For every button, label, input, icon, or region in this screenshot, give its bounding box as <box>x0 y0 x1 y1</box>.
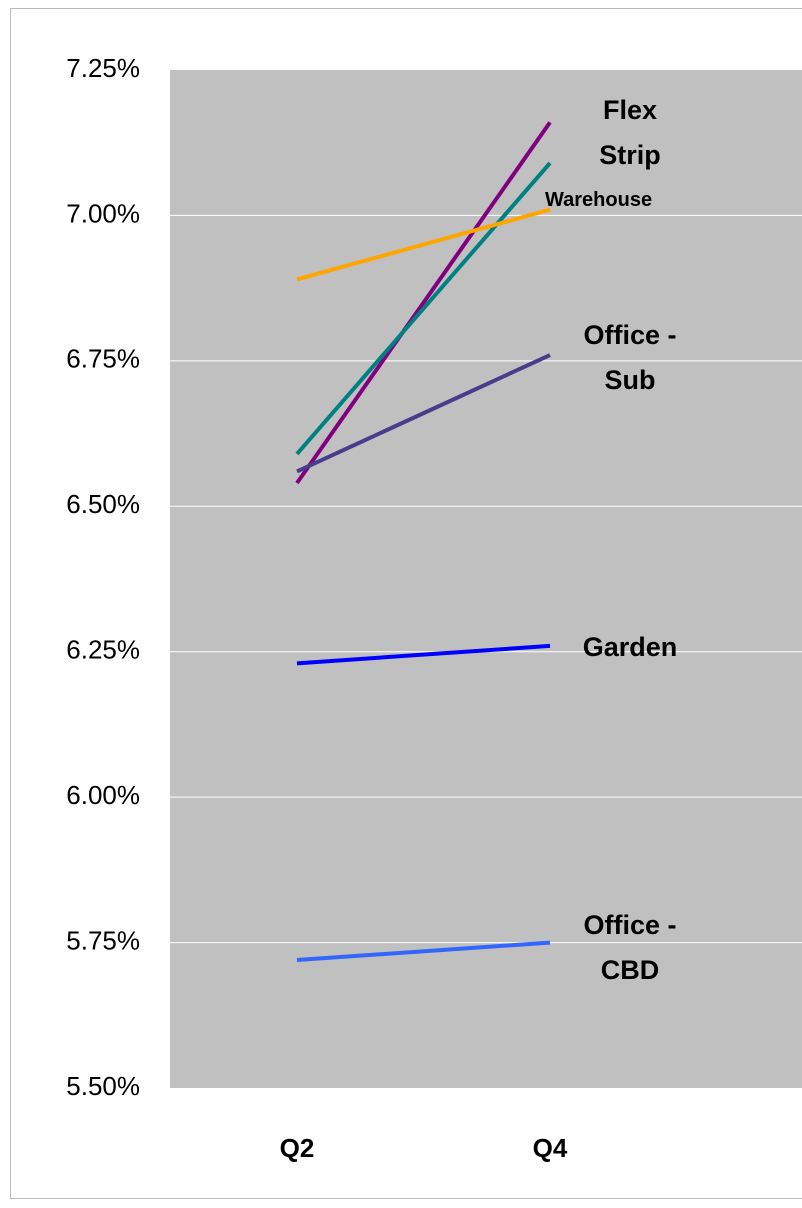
series-label: Garden <box>582 632 678 662</box>
series-label: Warehouse <box>545 189 653 211</box>
series-line <box>296 353 551 474</box>
series-line <box>295 121 552 485</box>
y-tick-label: 7.25% <box>66 53 140 83</box>
y-tick-label: 7.00% <box>66 198 140 228</box>
y-tick-label: 6.25% <box>66 635 140 665</box>
x-tick-label: Q4 <box>533 1133 568 1163</box>
series-line <box>296 207 551 282</box>
series-label: Strip <box>599 140 661 170</box>
y-tick-label: 6.75% <box>66 344 140 374</box>
series-line <box>295 161 552 456</box>
y-tick-label: 5.75% <box>66 925 140 955</box>
series-line <box>296 643 551 666</box>
x-tick-label: Q2 <box>280 1133 315 1163</box>
y-tick-label: 5.50% <box>66 1071 140 1101</box>
series-label: Office - Sub <box>583 320 677 395</box>
series-line <box>296 940 551 963</box>
y-tick-label: 6.50% <box>66 489 140 519</box>
series-label: Office - CBD <box>583 910 677 985</box>
series-label: Flex <box>602 95 658 125</box>
y-tick-label: 6.00% <box>66 780 140 810</box>
